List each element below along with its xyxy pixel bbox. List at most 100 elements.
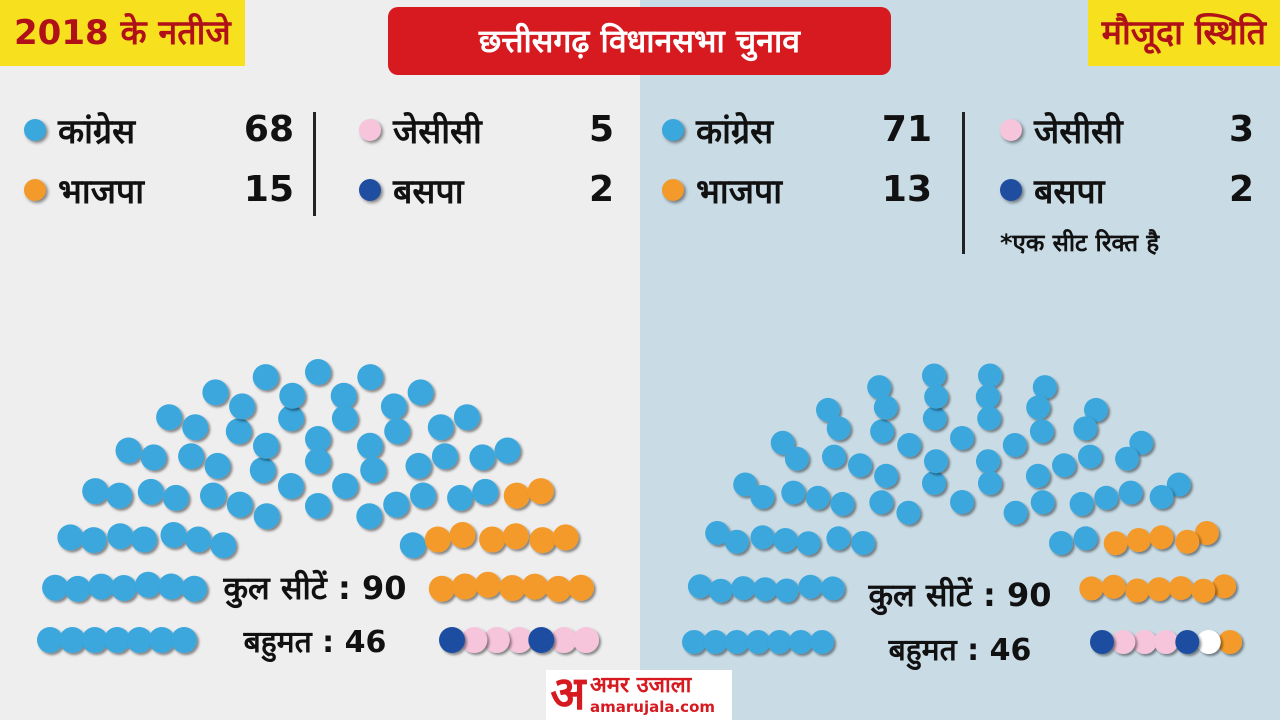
seat-dot — [405, 452, 432, 479]
seat-dot — [1026, 395, 1051, 420]
seat-dot — [57, 524, 84, 551]
seat-dot — [474, 571, 501, 598]
seat-dot — [798, 574, 823, 599]
seat-dot — [407, 379, 434, 406]
seat-dot — [1218, 630, 1242, 654]
seat-dot — [733, 472, 758, 497]
page-title: छत्तीसगढ़ विधानसभा चुनाव — [388, 7, 891, 75]
seat-dot — [115, 437, 142, 464]
seat-dot — [383, 491, 410, 518]
seat-dot — [472, 478, 499, 505]
seat-dot — [1049, 531, 1073, 555]
seat-dot — [1079, 576, 1104, 601]
seat-dot — [210, 532, 237, 559]
seat-dot — [1126, 528, 1151, 552]
seat-dot — [1118, 480, 1143, 505]
seat-chart-current — [682, 363, 1242, 654]
seat-dot — [249, 457, 276, 484]
seat-dot — [158, 573, 185, 600]
seat-dot — [135, 571, 162, 598]
seat-dot — [494, 437, 521, 464]
seat-dot — [449, 522, 476, 548]
seat-dot — [978, 363, 1002, 388]
seat-dot — [427, 414, 454, 441]
seat-dot — [130, 526, 157, 553]
seat-dot — [826, 416, 851, 441]
legend-party-name: कांग्रेस — [696, 112, 774, 152]
seat-dot — [410, 482, 436, 509]
legend-party-name: कांग्रेस — [58, 112, 136, 152]
legend-dot — [359, 119, 381, 141]
seat-dot — [1029, 419, 1054, 444]
legend-right-bjp: भाजपा 13 — [662, 168, 932, 212]
seat-dot — [332, 473, 359, 499]
seat-dot — [975, 384, 1000, 409]
seat-dot — [784, 446, 809, 471]
seat-dot — [1025, 463, 1050, 488]
seat-dot — [453, 404, 480, 431]
seat-dot — [1073, 416, 1098, 441]
seat-dot — [950, 426, 974, 450]
majority-label: बहुमत : 46 — [243, 625, 387, 660]
seat-dot — [924, 449, 948, 474]
seat-dot — [226, 491, 253, 518]
seat-dot — [252, 364, 279, 391]
legend-seat-count: 13 — [881, 169, 932, 210]
seat-dot — [1191, 578, 1216, 603]
seat-dot — [1149, 485, 1174, 509]
seat-dot — [357, 364, 384, 391]
seat-dot — [37, 627, 63, 653]
left-panel-label: 2018 के नतीजे — [0, 0, 245, 66]
seat-dot — [1073, 526, 1098, 551]
seat-dot — [773, 528, 798, 552]
legend-seat-count: 5 — [588, 109, 614, 150]
majority-label: बहुमत : 46 — [888, 633, 1032, 668]
seat-dot — [867, 375, 892, 400]
seat-dot — [1147, 577, 1171, 602]
seat-dot — [1175, 529, 1200, 554]
seat-dot — [550, 627, 577, 653]
seat-dot — [830, 491, 855, 516]
legend-party-name: जेसीसी — [393, 112, 482, 152]
seat-dot — [724, 529, 749, 554]
seat-dot — [848, 453, 872, 478]
seat-dot — [528, 627, 555, 653]
legend-party-name: बसपा — [1034, 172, 1105, 212]
seat-dot — [731, 576, 756, 601]
seat-dot — [106, 482, 133, 509]
legend-dot — [662, 119, 684, 141]
seat-dot — [1166, 472, 1191, 497]
seat-dot — [1132, 630, 1157, 654]
logo-url: amarujala.com — [590, 698, 716, 716]
seat-dot — [873, 395, 898, 420]
seat-dot — [483, 627, 510, 653]
seat-dot — [277, 473, 304, 499]
seat-dot — [88, 573, 115, 600]
seat-dot — [469, 444, 496, 471]
seat-dot — [781, 480, 806, 505]
seat-dot — [431, 443, 458, 470]
seat-dot — [451, 573, 478, 600]
seat-dot — [140, 444, 167, 471]
seat-dot — [977, 406, 1002, 431]
legend-seat-count: 68 — [243, 109, 294, 150]
seat-dot — [479, 526, 506, 553]
seat-dot — [380, 393, 407, 420]
seat-dot — [805, 485, 830, 510]
seat-dot — [922, 363, 946, 388]
legend-seat-count: 2 — [1228, 169, 1254, 210]
seat-dot — [502, 523, 529, 550]
seat-dot — [774, 578, 799, 603]
seat-dot — [527, 478, 554, 505]
total-seats-label: कुल सीटें : 90 — [223, 569, 407, 607]
legend-divider — [962, 112, 965, 254]
seat-dot — [82, 478, 109, 505]
seat-dot — [384, 418, 411, 445]
seat-dot — [506, 627, 532, 653]
legend-dot — [1000, 119, 1022, 141]
seat-dot — [796, 531, 821, 556]
vacant-seat-note: *एक सीट रिक्त है — [1000, 229, 1160, 257]
seat-dot — [447, 484, 474, 511]
seat-chart-2018 — [37, 359, 599, 653]
seat-dot — [687, 574, 712, 599]
